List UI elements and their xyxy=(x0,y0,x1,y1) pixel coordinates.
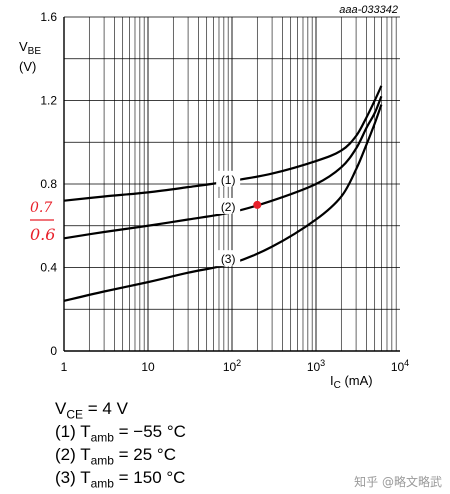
series-line-1 xyxy=(63,85,383,202)
annotation-marker xyxy=(253,200,262,209)
axes xyxy=(63,17,400,352)
annotation: 0.7 0.6 xyxy=(30,200,262,244)
curve-labels: (1) (2) (3) xyxy=(216,170,241,267)
x-tick-label: 1 xyxy=(61,360,68,374)
condition-3: (3) Tamb = 150 °C xyxy=(55,468,186,491)
x-tick-label: 10 xyxy=(141,360,155,374)
series-label-1: (1) xyxy=(221,173,236,187)
tick-labels: 0 0.4 0.8 1.2 1.6 1 10 102 103 104 xyxy=(40,10,409,374)
series-label-2: (2) xyxy=(221,200,236,214)
curves xyxy=(63,85,383,302)
y-tick-label: 0.4 xyxy=(40,261,57,275)
grid xyxy=(63,16,400,352)
y-tick-label: 0.8 xyxy=(40,177,57,191)
chart-code: aaa-033342 xyxy=(339,4,398,16)
series-label-3: (3) xyxy=(221,252,236,266)
series-label-bg-1 xyxy=(216,170,241,187)
annotation-label-a: 0.7 xyxy=(30,200,52,216)
series-label-bg-2 xyxy=(216,197,241,214)
x-axis-label: IC (mA) xyxy=(330,373,373,391)
condition-2: (2) Tamb = 25 °C xyxy=(55,445,177,468)
annotation-label-b: 0.6 xyxy=(30,225,55,244)
y-axis-unit: (V) xyxy=(19,59,36,74)
y-tick-label: 1.6 xyxy=(40,10,57,24)
y-tick-label: 1.2 xyxy=(40,94,57,108)
x-tick-label: 102 xyxy=(223,358,241,374)
vce-condition: VCE = 4 V xyxy=(55,399,128,422)
y-tick-label: 0 xyxy=(50,344,57,358)
series-label-bg-3 xyxy=(216,250,241,267)
series-line-3 xyxy=(63,104,383,302)
condition-1: (1) Tamb = −55 °C xyxy=(55,422,186,445)
y-axis-label: VBE xyxy=(19,39,41,57)
series-line-2 xyxy=(63,95,383,240)
x-tick-label: 103 xyxy=(307,358,325,374)
x-tick-label: 104 xyxy=(391,358,409,374)
watermark: 知乎 @略文略武 xyxy=(354,475,442,489)
